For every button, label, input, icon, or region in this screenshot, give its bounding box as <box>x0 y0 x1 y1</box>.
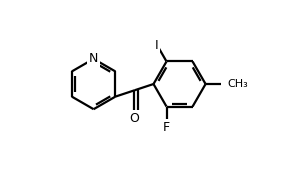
Text: CH₃: CH₃ <box>228 79 249 89</box>
Text: I: I <box>154 39 158 52</box>
Text: N: N <box>89 52 98 65</box>
Text: O: O <box>130 112 139 125</box>
Text: F: F <box>163 121 170 134</box>
